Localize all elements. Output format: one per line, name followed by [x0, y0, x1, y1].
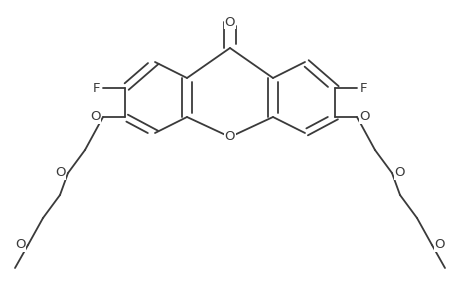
Text: O: O	[358, 110, 369, 124]
Text: O: O	[55, 167, 66, 179]
Text: O: O	[433, 238, 444, 251]
Text: O: O	[15, 238, 26, 251]
Text: F: F	[358, 82, 366, 94]
Text: F: F	[93, 82, 101, 94]
Text: O: O	[224, 130, 235, 143]
Text: O: O	[224, 16, 235, 28]
Text: O: O	[393, 167, 404, 179]
Text: O: O	[90, 110, 101, 124]
